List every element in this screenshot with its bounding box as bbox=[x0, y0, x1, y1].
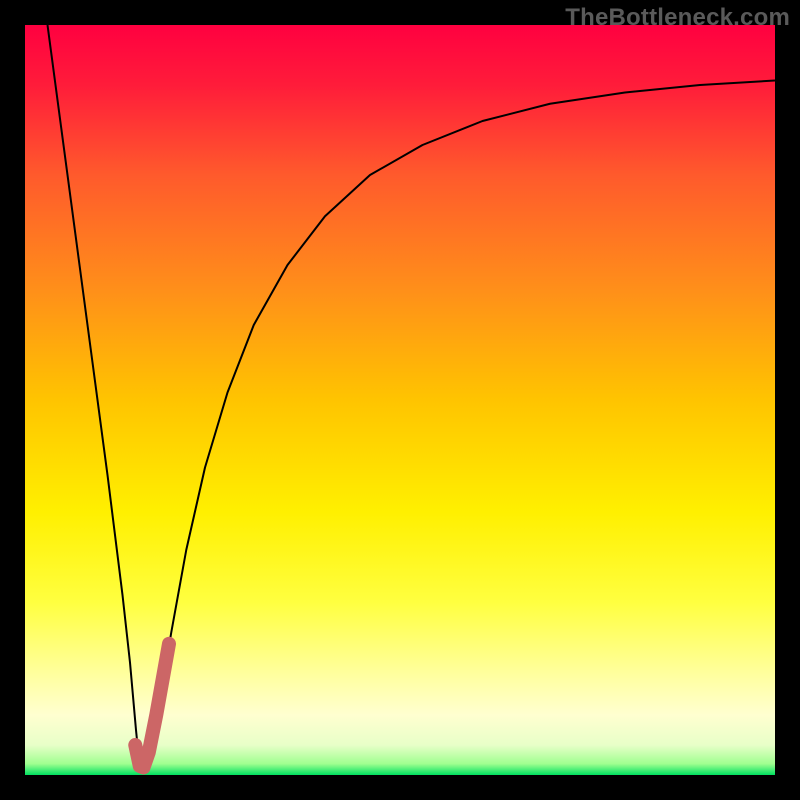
chart-frame: TheBottleneck.com bbox=[0, 0, 800, 800]
bottleneck-chart-svg bbox=[25, 25, 775, 775]
gradient-background bbox=[25, 25, 775, 775]
watermark-text: TheBottleneck.com bbox=[565, 4, 790, 32]
plot-area bbox=[25, 25, 775, 775]
